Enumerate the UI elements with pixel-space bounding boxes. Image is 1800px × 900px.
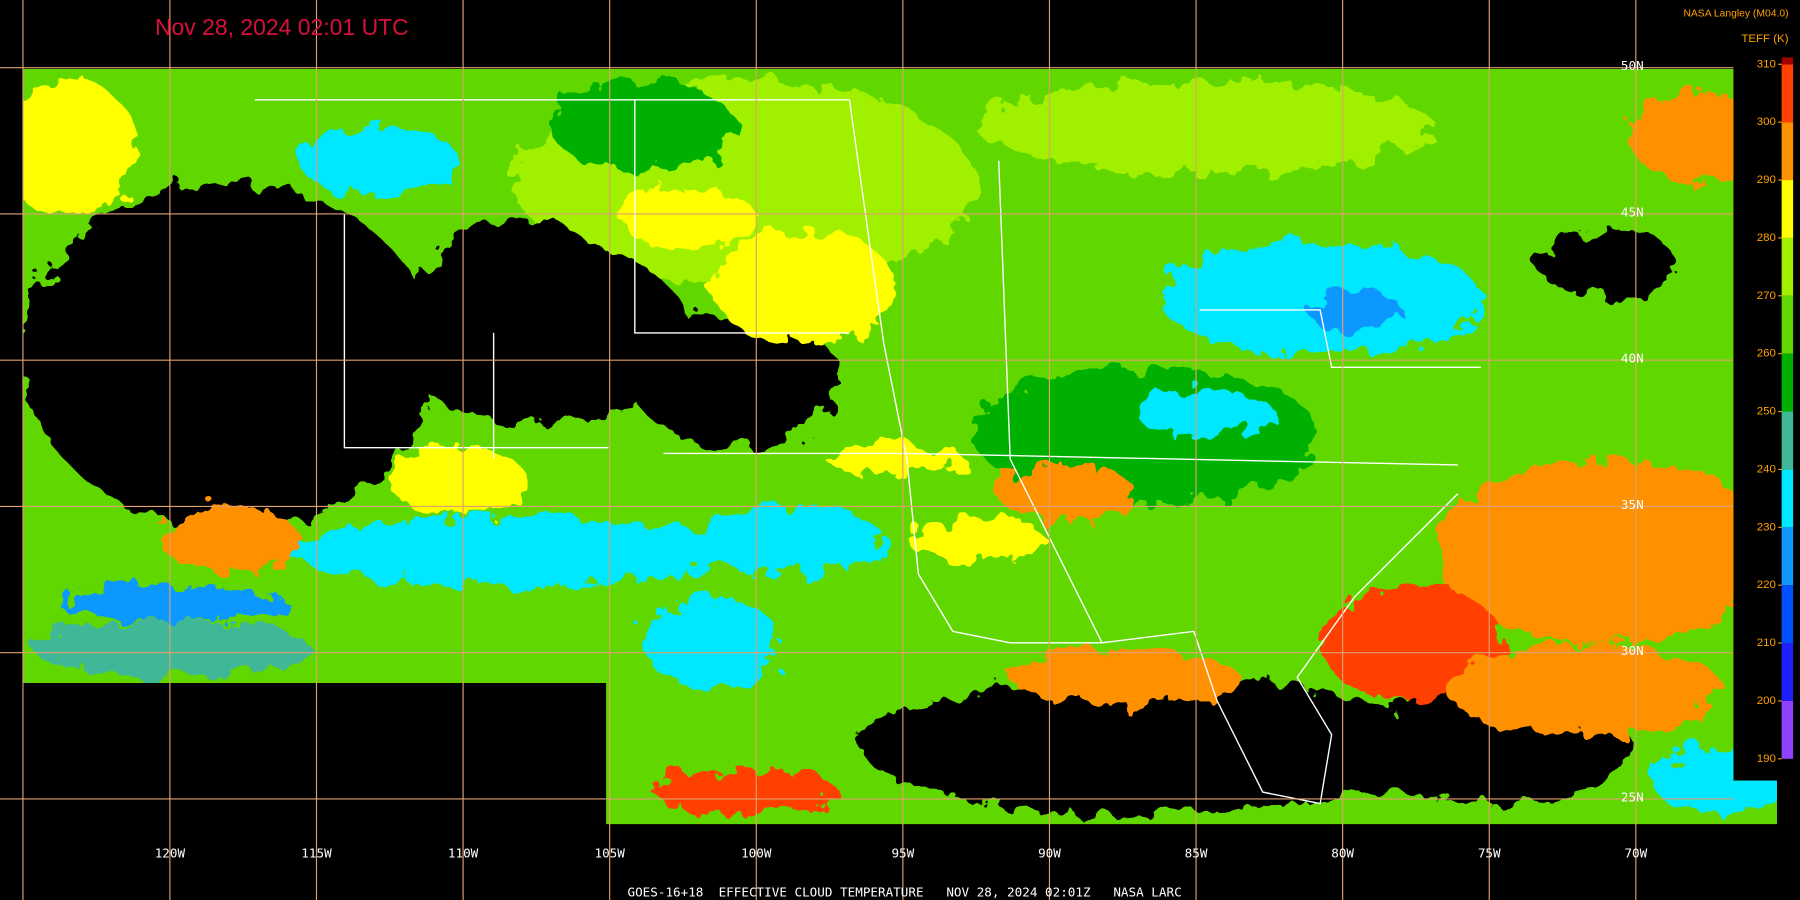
colorbar-segment bbox=[1781, 237, 1794, 296]
colorbar-tick-label: 230 bbox=[1757, 521, 1776, 533]
colorbar-segment bbox=[1781, 64, 1794, 123]
longitude-label: 90W bbox=[1038, 846, 1061, 861]
colorbar-segment bbox=[1781, 643, 1794, 701]
longitude-label: 85W bbox=[1185, 846, 1208, 861]
colorbar-segment bbox=[1781, 469, 1794, 528]
footer: GOES-16+18 EFFECTIVE CLOUD TEMPERATURE N… bbox=[627, 885, 1181, 900]
colorbar-tick-label: 210 bbox=[1757, 637, 1776, 649]
colorbar-tick-label: 240 bbox=[1757, 463, 1776, 475]
colorbar: 190 200 210 220 230 240 250 260 270 280 290 300 310 bbox=[1757, 57, 1794, 765]
colorbar-tick-label: 290 bbox=[1757, 174, 1776, 186]
longitude-label: 110W bbox=[448, 846, 479, 861]
colorbar-segment bbox=[1781, 585, 1794, 644]
colorbar-tick-label: 190 bbox=[1757, 753, 1776, 765]
colorbar-tick-label: 260 bbox=[1757, 348, 1776, 360]
colorbar-tick-label: 220 bbox=[1757, 579, 1776, 591]
longitude-label: 120W bbox=[155, 846, 186, 861]
colorbar-segment bbox=[1781, 122, 1794, 181]
colorbar-tick-label: 250 bbox=[1757, 406, 1776, 418]
colorbar-segment bbox=[1781, 527, 1794, 586]
longitude-label: 95W bbox=[891, 846, 914, 861]
longitude-label: 75W bbox=[1478, 846, 1501, 861]
colorbar-segment bbox=[1781, 180, 1794, 238]
longitude-label: 80W bbox=[1331, 846, 1354, 861]
longitude-label: 105W bbox=[594, 846, 625, 861]
latitude-label: 45N bbox=[1621, 204, 1644, 219]
colorbar-top bbox=[1781, 57, 1794, 65]
longitude-label: 100W bbox=[741, 846, 772, 861]
colorbar-segment bbox=[1781, 700, 1794, 759]
colorbar-tick-label: 280 bbox=[1757, 232, 1776, 244]
latitude-label: 30N bbox=[1621, 643, 1644, 658]
colorbar-tick-label: 200 bbox=[1757, 695, 1776, 707]
colorbar-segment bbox=[1781, 353, 1794, 412]
latitude-label: 25N bbox=[1621, 789, 1644, 804]
latitude-label: 40N bbox=[1621, 351, 1644, 366]
colorbar-tick-label: 310 bbox=[1757, 58, 1776, 70]
colorbar-segment bbox=[1781, 295, 1794, 354]
graticule: 120W 115W 110W 105W 100W 95W 90W 85W 80W 75W 70W 50… bbox=[0, 0, 1734, 900]
source-label: NASA Langley (M04.0) bbox=[1683, 9, 1788, 20]
colorbar-segment bbox=[1781, 411, 1794, 470]
colorbar-label: TEFF (K) bbox=[1741, 33, 1788, 45]
colorbar-tick-label: 270 bbox=[1757, 290, 1776, 302]
longitude-label: 70W bbox=[1624, 846, 1647, 861]
latitude-label: 50N bbox=[1621, 58, 1644, 73]
borders bbox=[254, 99, 1481, 805]
map-title: Nov 28, 2024 02:01 UTC bbox=[155, 14, 409, 40]
longitude-label: 115W bbox=[301, 846, 332, 861]
latitude-label: 35N bbox=[1621, 497, 1644, 512]
colorbar-tick-label: 300 bbox=[1757, 116, 1776, 128]
